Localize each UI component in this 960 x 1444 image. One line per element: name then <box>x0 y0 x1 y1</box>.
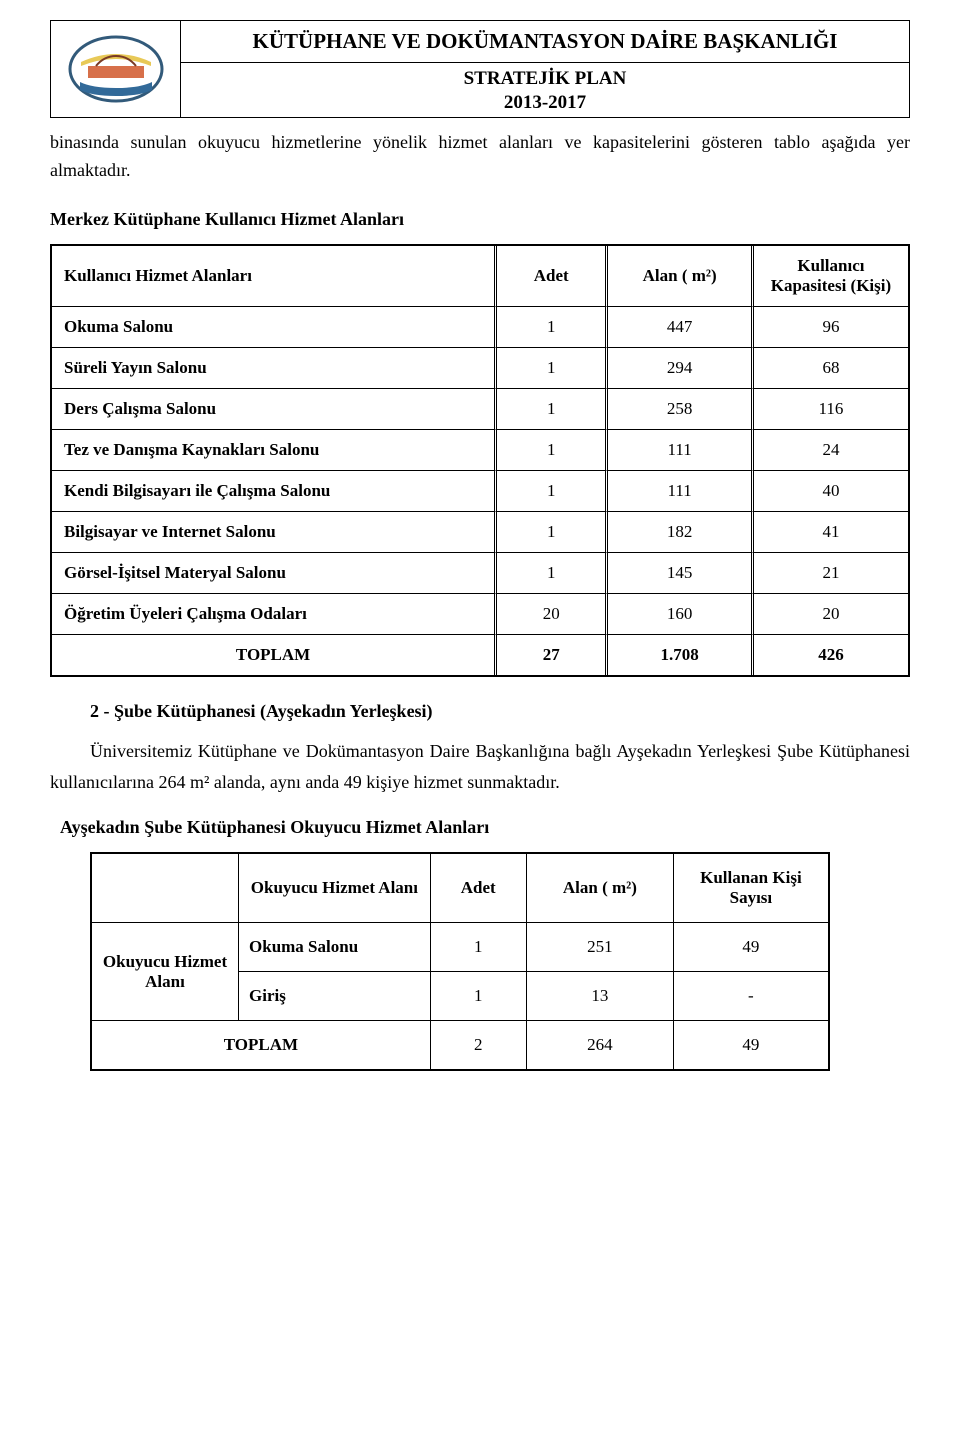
table-header-row: Okuyucu Hizmet Alanı Adet Alan ( m²) Kul… <box>91 853 829 923</box>
rowgroup-label: Okuyucu Hizmet Alanı <box>91 923 239 1021</box>
table-total-row: TOPLAM271.708426 <box>52 634 908 675</box>
col-blank <box>91 853 239 923</box>
table-header-row: Kullanıcı Hizmet Alanları Adet Alan ( m²… <box>52 246 908 306</box>
section2-heading: 2 - Şube Kütüphanesi (Ayşekadın Yerleşke… <box>90 701 910 722</box>
table-aysekadin-alanlari: Okuyucu Hizmet Alanı Adet Alan ( m²) Kul… <box>90 852 830 1071</box>
table-row: Kendi Bilgisayarı ile Çalışma Salonu1111… <box>52 470 908 511</box>
header-subtitle: STRATEJİK PLAN 2013-2017 <box>181 63 909 117</box>
col-kapasite: Kullanıcı Kapasitesi (Kişi) <box>754 246 908 306</box>
university-logo-icon <box>66 34 166 104</box>
document-header: KÜTÜPHANE VE DOKÜMANTASYON DAİRE BAŞKANL… <box>50 20 910 118</box>
intro-paragraph: binasında sunulan okuyucu hizmetlerine y… <box>50 128 910 186</box>
header-title: KÜTÜPHANE VE DOKÜMANTASYON DAİRE BAŞKANL… <box>181 21 909 63</box>
table2-caption: Ayşekadın Şube Kütüphanesi Okuyucu Hizme… <box>60 817 910 838</box>
header-subtitle-line1: STRATEJİK PLAN <box>464 68 627 89</box>
logo-cell <box>51 21 181 117</box>
col-alan-label: Okuyucu Hizmet Alanı <box>239 853 431 923</box>
table-row: Süreli Yayın Salonu129468 <box>52 347 908 388</box>
table-row: Ders Çalışma Salonu1258116 <box>52 388 908 429</box>
table-row: Bilgisayar ve Internet Salonu118241 <box>52 511 908 552</box>
table-total-row: TOPLAM 2 264 49 <box>91 1021 829 1071</box>
table1-caption: Merkez Kütüphane Kullanıcı Hizmet Alanla… <box>50 209 910 230</box>
col-name: Kullanıcı Hizmet Alanları <box>52 246 497 306</box>
table-row: Tez ve Danışma Kaynakları Salonu111124 <box>52 429 908 470</box>
header-subtitle-line2: 2013-2017 <box>504 92 586 113</box>
col-alan: Alan ( m²) <box>608 246 754 306</box>
col-alan: Alan ( m²) <box>526 853 674 923</box>
table-row: Okuma Salonu144796 <box>52 306 908 347</box>
col-kisi: Kullanan Kişi Sayısı <box>674 853 829 923</box>
page: KÜTÜPHANE VE DOKÜMANTASYON DAİRE BAŞKANL… <box>0 0 960 1111</box>
table-row: Okuyucu Hizmet Alanı Okuma Salonu 1 251 … <box>91 923 829 972</box>
table-merkez-alanlari: Kullanıcı Hizmet Alanları Adet Alan ( m²… <box>50 244 910 677</box>
col-adet: Adet <box>497 246 608 306</box>
table-row: Görsel-İşitsel Materyal Salonu114521 <box>52 552 908 593</box>
col-adet: Adet <box>430 853 526 923</box>
section2-paragraph: Üniversitemiz Kütüphane ve Dokümantasyon… <box>50 736 910 797</box>
table-row: Öğretim Üyeleri Çalışma Odaları2016020 <box>52 593 908 634</box>
